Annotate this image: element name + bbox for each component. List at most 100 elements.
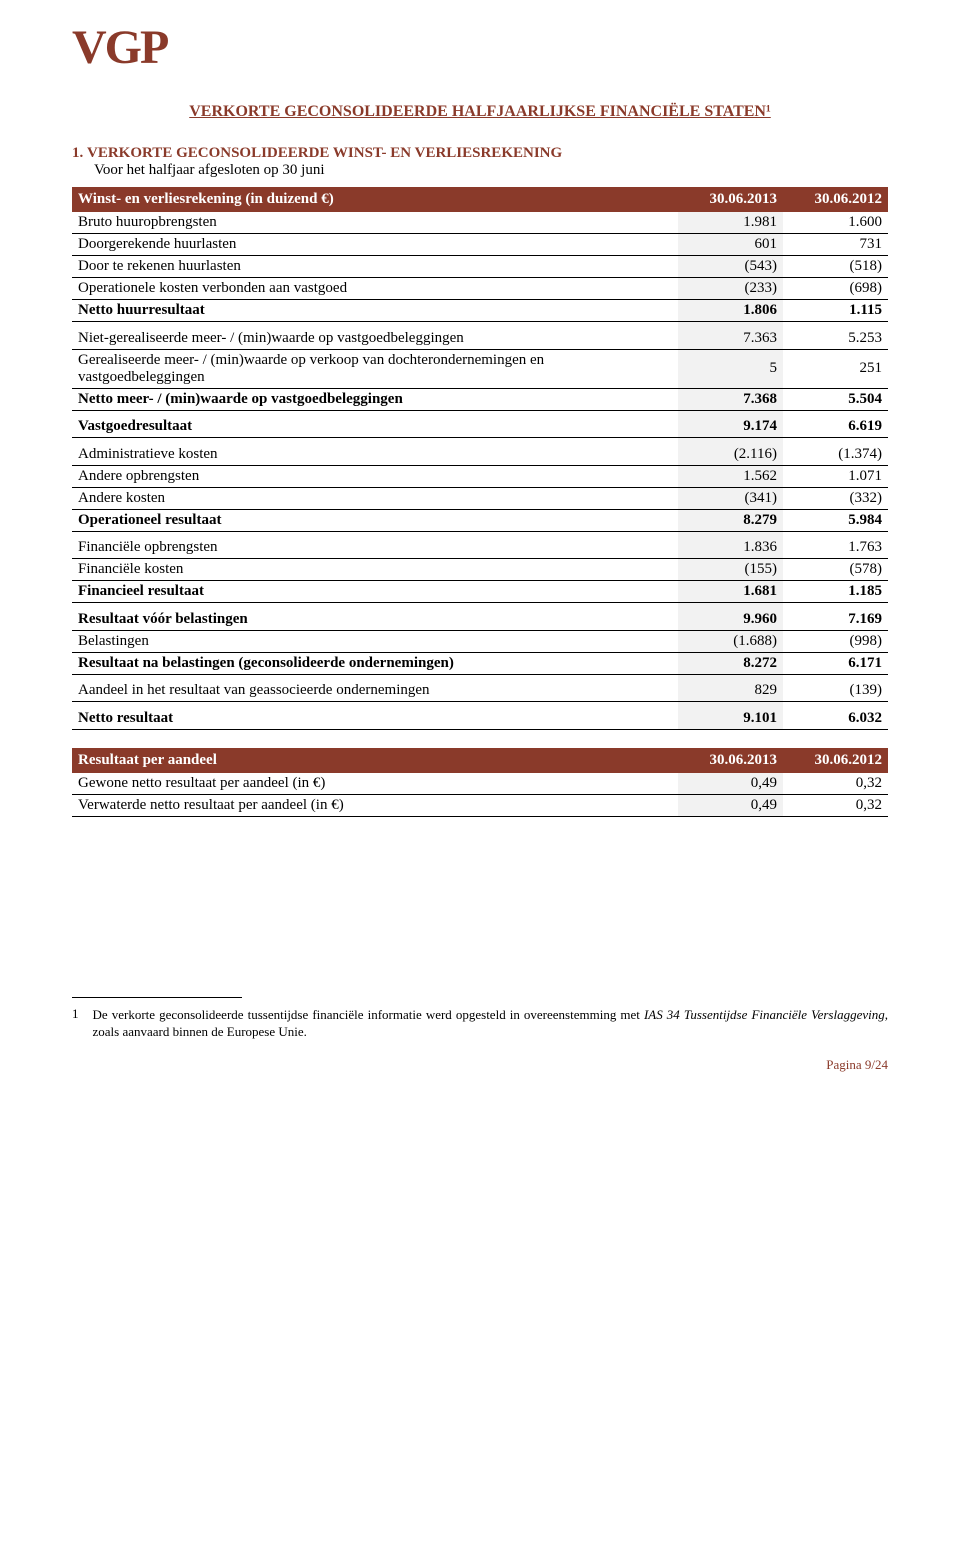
table-header-col1: 30.06.2013 [678,187,783,212]
row-label: Andere opbrengsten [72,465,678,487]
row-value-1: 5 [678,349,783,388]
table-header-label: Winst- en verliesrekening (in duizend €) [72,187,678,212]
row-value-1: 1.836 [678,537,783,559]
footnote-text: De verkorte geconsolideerde tussentijdse… [93,1006,889,1041]
row-value-2: (332) [783,487,888,509]
row-value-1: (543) [678,256,783,278]
table-row: Administratieve kosten(2.116)(1.374) [72,444,888,466]
row-value-2: 1.185 [783,581,888,603]
logo: VGP [72,20,888,75]
table-row: Andere kosten(341)(332) [72,487,888,509]
footnote-divider [72,997,242,998]
row-value-2: 6.171 [783,652,888,674]
row-label: Operationeel resultaat [72,509,678,531]
row-label: Resultaat vóór belastingen [72,609,678,631]
row-value-2: (698) [783,278,888,300]
row-label: Administratieve kosten [72,444,678,466]
row-value-1: 1.681 [678,581,783,603]
row-value-2: 1.071 [783,465,888,487]
table2-header-label: Resultaat per aandeel [72,748,678,773]
table-row: Doorgerekende huurlasten601731 [72,234,888,256]
footnote-text-a: De verkorte geconsolideerde tussentijdse… [93,1007,644,1022]
footnote: 1 De verkorte geconsolideerde tussentijd… [72,1006,888,1041]
table-row: Aandeel in het resultaat van geassocieer… [72,680,888,702]
table-row: Netto resultaat9.1016.032 [72,708,888,730]
table2-header-col1: 30.06.2013 [678,748,783,773]
row-value-1: 9.960 [678,609,783,631]
row-value-1: 0,49 [678,773,783,795]
row-label: Verwaterde netto resultaat per aandeel (… [72,794,678,816]
row-label: Gerealiseerde meer- / (min)waarde op ver… [72,349,678,388]
row-value-2: (998) [783,630,888,652]
row-value-2: 5.984 [783,509,888,531]
row-label: Netto resultaat [72,708,678,730]
row-label: Gewone netto resultaat per aandeel (in €… [72,773,678,795]
row-label: Financiële opbrengsten [72,537,678,559]
row-value-2: 7.169 [783,609,888,631]
row-label: Financiële kosten [72,559,678,581]
table-row: Financiële opbrengsten1.8361.763 [72,537,888,559]
table-row: Resultaat na belastingen (geconsolideerd… [72,652,888,674]
row-value-2: 6.619 [783,416,888,438]
row-value-1: (1.688) [678,630,783,652]
section-number: 1. [72,145,83,161]
table-row: Netto huurresultaat1.8061.115 [72,300,888,322]
row-label: Doorgerekende huurlasten [72,234,678,256]
table-row: Niet-gerealiseerde meer- / (min)waarde o… [72,328,888,350]
row-value-2: 5.504 [783,388,888,410]
row-value-1: (2.116) [678,444,783,466]
row-value-1: 7.368 [678,388,783,410]
row-value-2: (578) [783,559,888,581]
footnote-text-c: zoals aanvaard binnen de Europese Unie. [93,1024,307,1039]
per-share-table: Resultaat per aandeel30.06.201330.06.201… [72,748,888,817]
row-label: Netto meer- / (min)waarde op vastgoedbel… [72,388,678,410]
table-row: Andere opbrengsten1.5621.071 [72,465,888,487]
table2-header-col2: 30.06.2012 [783,748,888,773]
table-row: Operationele kosten verbonden aan vastgo… [72,278,888,300]
footnote-number: 1 [72,1006,79,1041]
row-label: Resultaat na belastingen (geconsolideerd… [72,652,678,674]
row-value-2: 6.032 [783,708,888,730]
row-label: Bruto huuropbrengsten [72,212,678,234]
row-value-1: 601 [678,234,783,256]
row-value-2: 731 [783,234,888,256]
table-row: Gerealiseerde meer- / (min)waarde op ver… [72,349,888,388]
row-value-1: 8.272 [678,652,783,674]
table-header-col2: 30.06.2012 [783,187,888,212]
row-value-2: 1.600 [783,212,888,234]
row-value-2: 251 [783,349,888,388]
row-label: Door te rekenen huurlasten [72,256,678,278]
table-row: Bruto huuropbrengsten1.9811.600 [72,212,888,234]
table-row: Belastingen(1.688)(998) [72,630,888,652]
row-label: Vastgoedresultaat [72,416,678,438]
main-title: VERKORTE GECONSOLIDEERDE HALFJAARLIJKSE … [72,103,888,121]
row-value-1: (233) [678,278,783,300]
row-value-1: 8.279 [678,509,783,531]
row-label: Niet-gerealiseerde meer- / (min)waarde o… [72,328,678,350]
footnote-text-b: IAS 34 Tussentijdse Financiële Verslagge… [644,1007,888,1022]
row-value-1: (341) [678,487,783,509]
section-desc: Voor het halfjaar afgesloten op 30 juni [94,162,888,179]
table-row: Vastgoedresultaat9.1746.619 [72,416,888,438]
row-value-1: 1.806 [678,300,783,322]
table-row: Verwaterde netto resultaat per aandeel (… [72,794,888,816]
row-value-1: 0,49 [678,794,783,816]
section-title: VERKORTE GECONSOLIDEERDE WINST- EN VERLI… [87,145,562,161]
row-value-2: 0,32 [783,773,888,795]
table-row: Gewone netto resultaat per aandeel (in €… [72,773,888,795]
row-value-2: (518) [783,256,888,278]
row-value-2: 0,32 [783,794,888,816]
table-row: Resultaat vóór belastingen9.9607.169 [72,609,888,631]
row-label: Aandeel in het resultaat van geassocieer… [72,680,678,702]
row-value-2: 1.115 [783,300,888,322]
row-value-2: (1.374) [783,444,888,466]
row-value-1: (155) [678,559,783,581]
table-row: Financiële kosten(155)(578) [72,559,888,581]
row-value-1: 1.981 [678,212,783,234]
table-row: Financieel resultaat1.6811.185 [72,581,888,603]
table-row: Door te rekenen huurlasten(543)(518) [72,256,888,278]
row-label: Belastingen [72,630,678,652]
row-value-1: 9.174 [678,416,783,438]
row-value-1: 829 [678,680,783,702]
row-value-2: 5.253 [783,328,888,350]
